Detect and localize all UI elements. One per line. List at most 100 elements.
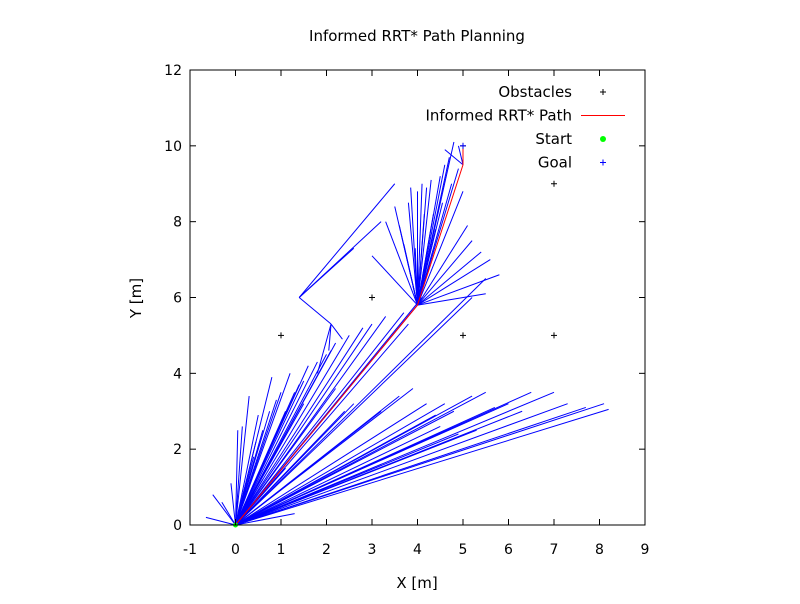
tree-edge <box>235 361 318 526</box>
y-tick-label: 6 <box>173 291 182 307</box>
tree-edge <box>235 350 332 526</box>
x-tick-label: 5 <box>459 542 468 558</box>
legend-item: Informed RRT* Path <box>425 107 625 125</box>
tree-edge <box>298 297 332 325</box>
legend-item: Start <box>535 130 606 148</box>
y-axis-label: Y [m] <box>127 278 145 319</box>
legend: Obstacles Informed RRT* Path Start Goal <box>425 83 625 172</box>
tree-edge <box>417 179 432 306</box>
obstacle-point <box>551 332 557 339</box>
tree-edge <box>205 516 236 526</box>
tree-edge <box>235 297 473 526</box>
y-tick-label: 8 <box>173 215 182 231</box>
x-tick-label: 6 <box>504 542 513 558</box>
x-axis-label: X [m] <box>396 574 437 592</box>
tree-edge <box>235 403 605 526</box>
tree-edge <box>417 183 423 306</box>
tree-edge <box>235 426 243 526</box>
tree-edge <box>235 414 259 526</box>
tree-edge <box>235 323 409 526</box>
tree-edge <box>235 429 477 526</box>
tree-edge <box>235 396 250 526</box>
y-tick-label: 12 <box>164 63 182 79</box>
tree-edge <box>235 380 305 526</box>
tree-edge <box>394 206 418 306</box>
tree-edge <box>417 213 434 306</box>
tree-edge <box>417 214 425 306</box>
obstacle-point <box>278 332 284 339</box>
obstacle-point <box>551 180 557 187</box>
tree-edge <box>417 274 500 306</box>
legend-item: Goal <box>538 154 606 172</box>
legend-label: Obstacles <box>498 83 572 101</box>
tree-edge <box>385 221 418 306</box>
x-tick-label: 0 <box>231 542 240 558</box>
tree-edge <box>235 388 414 526</box>
legend-label: Informed RRT* Path <box>425 107 572 125</box>
tree-edge <box>235 391 532 526</box>
x-tick-label: 4 <box>413 542 422 558</box>
tree-edge <box>235 395 473 526</box>
legend-label: Start <box>535 130 572 148</box>
y-tick-label: 0 <box>173 518 182 534</box>
tree-edge <box>328 323 332 351</box>
tree-edge <box>417 259 491 306</box>
tree-edge <box>235 403 427 526</box>
legend-label: Goal <box>538 154 572 172</box>
tree-edge <box>230 483 236 526</box>
tree-edge <box>235 323 373 526</box>
tree-edge <box>235 312 405 526</box>
x-tick-label: 7 <box>550 542 559 558</box>
tree-edge <box>316 323 332 374</box>
obstacle-point <box>369 294 375 301</box>
x-tick-label: -1 <box>183 542 197 558</box>
legend-marker <box>600 89 606 95</box>
tree-edge <box>417 240 473 306</box>
tree-edge <box>298 183 396 298</box>
tree-edge <box>235 403 446 526</box>
tree-edge <box>457 145 464 165</box>
tree-edge <box>417 191 464 306</box>
obstacle-point <box>460 332 466 339</box>
x-tick-label: 1 <box>277 542 286 558</box>
tree-edge <box>221 501 236 526</box>
tree-edge <box>235 388 337 526</box>
tree-edge <box>235 327 364 526</box>
tree-edge <box>235 430 239 526</box>
tree-edge <box>235 456 255 526</box>
tree-edge <box>417 293 486 306</box>
tree-edge <box>235 425 441 526</box>
y-tick-label: 4 <box>173 366 182 382</box>
tree-edge <box>235 278 487 526</box>
tree-edge <box>235 403 568 526</box>
x-tick-label: 2 <box>322 542 331 558</box>
x-tick-label: 3 <box>368 542 377 558</box>
tree-edge <box>235 433 459 526</box>
tree-edge <box>298 247 355 298</box>
goal-point <box>460 142 466 149</box>
tree-edge <box>407 202 418 306</box>
legend-item: Obstacles <box>498 83 606 101</box>
y-tick-label: 10 <box>164 139 182 155</box>
tree-edge <box>417 183 453 306</box>
tree-edge <box>444 149 464 166</box>
chart-title: Informed RRT* Path Planning <box>309 27 525 45</box>
tree-edge <box>417 251 482 306</box>
tree-edge <box>235 408 609 526</box>
x-tick-label: 8 <box>595 542 604 558</box>
tree-edge <box>212 494 236 526</box>
legend-marker <box>600 136 606 142</box>
tree-layer <box>205 141 609 526</box>
path-layer <box>235 145 464 526</box>
legend-marker <box>600 159 606 166</box>
y-tick-label: 2 <box>173 442 182 458</box>
tree-edge <box>414 248 418 306</box>
tree-edge <box>235 391 486 526</box>
path-line <box>235 145 464 526</box>
tree-edge <box>417 225 468 306</box>
tree-edge <box>235 403 355 526</box>
tree-edge <box>235 373 291 526</box>
